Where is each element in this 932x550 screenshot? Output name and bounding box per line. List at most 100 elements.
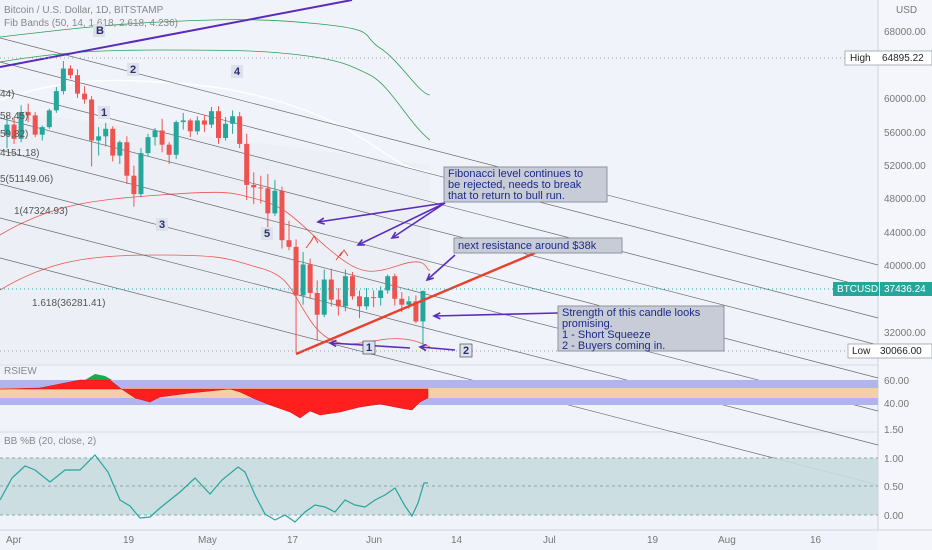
svg-text:Fibonacci level continues to: Fibonacci level continues to — [448, 168, 583, 180]
svg-text:Strength of this candle looks: Strength of this candle looks — [562, 307, 701, 319]
price-tick: 60000.00 — [884, 94, 926, 105]
price-tick: 52000.00 — [884, 161, 926, 172]
fib-band-lower-1 — [0, 191, 431, 272]
currency-label: USD — [896, 5, 917, 16]
svg-text:2 - Buyers coming in.: 2 - Buyers coming in. — [562, 340, 665, 352]
price-tick: 56000.00 — [884, 128, 926, 139]
candle-body — [53, 91, 59, 111]
candle-body — [413, 301, 419, 322]
candle-body — [279, 190, 285, 241]
svg-text:1: 1 — [101, 107, 107, 119]
candle-body — [321, 279, 327, 315]
candle-body — [328, 279, 334, 300]
bbpb-line — [0, 454, 428, 523]
svg-text:64895.22: 64895.22 — [882, 53, 924, 64]
wave-label-B: B — [93, 24, 105, 37]
candle-body — [216, 111, 221, 139]
wave-label-4: 4 — [231, 65, 243, 78]
candles — [4, 61, 426, 353]
candle-body — [82, 93, 88, 100]
candle-body — [385, 276, 391, 291]
candle-body — [265, 188, 271, 214]
price-tick: 32000.00 — [884, 328, 926, 339]
bbpb-tick-0: 0.00 — [884, 511, 904, 522]
bbpb-tick-05: 0.50 — [884, 482, 904, 493]
fib-band-upper-1 — [0, 49, 431, 141]
arrow-candle — [433, 312, 559, 317]
channel-line — [0, 117, 879, 346]
red-mark-1 — [305, 235, 319, 249]
candle-body — [159, 130, 165, 145]
time-tick: 14 — [451, 535, 463, 546]
candle-body — [223, 123, 229, 139]
candle-body — [251, 184, 257, 188]
candle-body — [244, 143, 250, 185]
svg-text:30066.00: 30066.00 — [880, 346, 922, 357]
candle-body — [4, 124, 10, 136]
arrow-wave2-head — [418, 343, 427, 352]
svg-text:2: 2 — [130, 64, 136, 76]
candle-body — [349, 276, 355, 297]
rsiew-upper-band — [0, 380, 878, 388]
candle-body — [194, 120, 200, 132]
arrow-fib-3 — [391, 202, 446, 239]
candle-body — [180, 120, 186, 123]
svg-text:1 - Short Squeeze: 1 - Short Squeeze — [562, 329, 651, 341]
trend-line — [0, 0, 353, 68]
candle-body — [201, 120, 207, 125]
candle-body — [300, 264, 306, 296]
rsiew-title: RSIEW — [4, 366, 37, 377]
wave-label-5: 5 — [261, 227, 273, 240]
candle-body — [237, 116, 243, 144]
svg-text:BTCUSD: BTCUSD — [837, 284, 878, 295]
candle-body — [399, 298, 405, 305]
price-tick: 48000.00 — [884, 194, 926, 205]
channel-line — [0, 183, 879, 412]
wave-label-2b: 2 — [459, 343, 473, 358]
arrow-wave2 — [419, 346, 456, 351]
candle-body — [272, 190, 278, 214]
candle-body — [307, 264, 313, 293]
rsiew-red-area — [0, 379, 429, 419]
svg-text:B: B — [96, 25, 104, 37]
wave-label-2a: 2 — [127, 63, 139, 76]
resistance-note-box: next resistance around $38k — [453, 237, 623, 254]
candle-body — [25, 112, 31, 116]
symbol-tag: BTCUSD 37436.24 — [833, 282, 932, 296]
time-tick: Aug — [718, 535, 736, 546]
candle-body — [96, 136, 102, 141]
svg-text:promising.: promising. — [562, 318, 613, 330]
arrow-fib-3-head — [390, 231, 400, 240]
svg-text:Low: Low — [852, 346, 871, 357]
candle-body — [166, 144, 172, 155]
candle-body — [131, 175, 137, 195]
candle-body — [117, 142, 123, 156]
support-trendline — [295, 251, 536, 356]
wave-label-3: 3 — [156, 218, 168, 231]
candle-body — [371, 297, 377, 299]
candle-body — [89, 99, 95, 141]
svg-text:5: 5 — [264, 228, 270, 240]
time-tick: Jun — [366, 535, 382, 546]
price-tick: 44000.00 — [884, 228, 926, 239]
candle-body — [75, 75, 80, 94]
time-tick: 19 — [123, 535, 135, 546]
candle-body — [18, 112, 24, 139]
candle-body — [152, 130, 158, 138]
candle-body — [124, 142, 130, 176]
price-axis-ticks: 68000.00 60000.00 56000.00 52000.00 4800… — [884, 27, 926, 339]
candle-body — [357, 296, 362, 307]
svg-text:next resistance around $38k: next resistance around $38k — [458, 240, 597, 252]
candle-note-box: Strength of this candle looks promising.… — [557, 305, 725, 352]
svg-text:2: 2 — [463, 345, 469, 357]
candle-body — [187, 120, 193, 132]
time-tick: Jul — [543, 535, 556, 546]
bbpb-title: BB %B (20, close, 2) — [4, 436, 96, 447]
arrow-fib-1-head — [316, 217, 325, 225]
candle-body — [67, 68, 73, 76]
fib-label-5: 5(51149.06) — [0, 174, 53, 185]
svg-text:be rejected, needs to break: be rejected, needs to break — [448, 179, 582, 191]
time-tick: 16 — [810, 535, 822, 546]
fib-band-mid — [0, 79, 431, 173]
